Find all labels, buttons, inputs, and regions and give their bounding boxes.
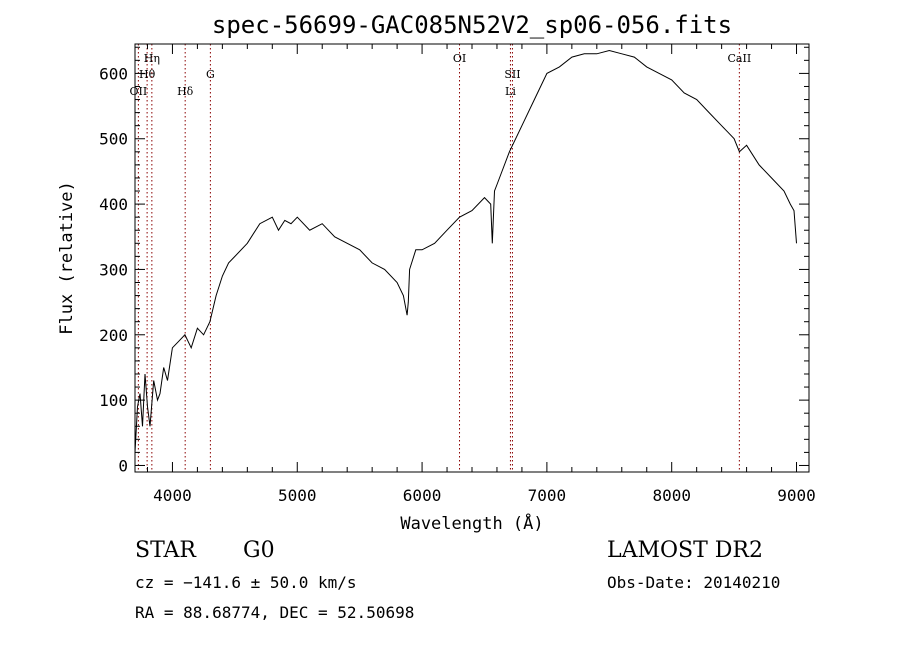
- survey-label: LAMOST DR2: [607, 538, 763, 563]
- class-label: STAR: [135, 538, 196, 563]
- ra-dec: RA = 88.68774, DEC = 52.50698: [135, 603, 415, 622]
- line-label: CaII: [728, 52, 752, 65]
- line-label: SII: [504, 68, 520, 81]
- x-tick-label: 4000: [153, 486, 192, 505]
- x-axis-label: Wavelength (Å): [400, 512, 543, 534]
- line-label: Hθ: [139, 68, 156, 81]
- y-tick-label: 200: [99, 326, 128, 345]
- x-axis: 4000 5000 6000 7000 8000 9000: [146, 44, 816, 505]
- y-tick-label: 100: [99, 391, 128, 410]
- cz-value: cz = −141.6 ± 50.0 km/s: [135, 573, 357, 592]
- y-tick-label: 500: [99, 130, 128, 149]
- line-label: Hδ: [177, 85, 194, 98]
- line-label: OII: [130, 85, 148, 98]
- y-axis-label: Flux (relative): [57, 181, 77, 335]
- line-label: OI: [453, 52, 466, 65]
- y-tick-label: 300: [99, 260, 128, 279]
- plot-frame: [134, 43, 810, 473]
- y-tick-label: 0: [118, 456, 128, 475]
- x-tick-label: 5000: [278, 486, 317, 505]
- x-tick-label: 6000: [403, 486, 442, 505]
- y-tick-label: 600: [99, 64, 128, 83]
- spectrum-line: [134, 49, 797, 453]
- obs-date: Obs-Date: 20140210: [607, 573, 781, 592]
- chart-title: spec-56699-GAC085N52V2_sp06-056.fits: [212, 11, 732, 39]
- spectral-line-markers: [137, 44, 740, 472]
- line-label: Hη: [144, 52, 160, 65]
- line-label: G: [206, 68, 215, 81]
- x-tick-label: 8000: [652, 486, 691, 505]
- x-tick-label: 7000: [528, 486, 567, 505]
- y-tick-label: 400: [99, 195, 128, 214]
- y-axis: 0 100 200 300 400 500 600: [99, 46, 809, 475]
- line-label: Li: [505, 85, 516, 98]
- subclass-label: G0: [243, 538, 275, 563]
- x-tick-label: 9000: [777, 486, 816, 505]
- spectral-line-labels: OII Hθ Hη Hδ G OI Li SII CaII: [130, 52, 752, 98]
